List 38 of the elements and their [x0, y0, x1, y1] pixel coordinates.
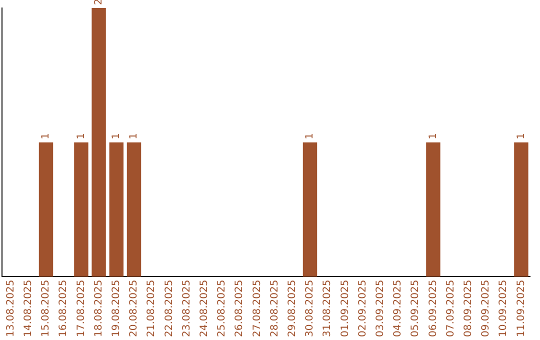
x-tick-label: 05.09.2025: [410, 280, 422, 338]
x-tick-label: 16.08.2025: [58, 280, 70, 338]
data-label: 1: [128, 132, 140, 140]
data-label: 1: [110, 132, 122, 140]
x-tick-label: 09.09.2025: [480, 280, 492, 338]
x-tick-label: 14.08.2025: [22, 280, 34, 338]
x-tick-label: 01.09.2025: [340, 280, 351, 338]
x-tick-label: 31.08.2025: [322, 280, 334, 338]
x-tick-label: 13.08.2025: [5, 280, 16, 338]
x-tick-label: 24.08.2025: [198, 280, 210, 338]
data-label: 1: [428, 132, 439, 140]
x-tick-label: 11.09.2025: [516, 280, 527, 338]
data-label: 1: [76, 132, 87, 140]
data-label: 2: [93, 0, 104, 5]
x-tick-label: 15.08.2025: [40, 280, 52, 338]
x-tick-label: 25.08.2025: [216, 280, 228, 338]
x-tick-label: 30.08.2025: [304, 280, 316, 338]
data-label: 1: [40, 132, 52, 140]
x-tick-label: 08.09.2025: [462, 280, 474, 338]
x-tick-label: 21.08.2025: [146, 280, 158, 338]
x-tick-label: 19.08.2025: [110, 280, 122, 338]
data-label: 1: [304, 132, 316, 140]
x-tick-label: 07.09.2025: [445, 280, 456, 338]
x-tick-label: 03.09.2025: [374, 280, 386, 338]
x-tick-label: 23.08.2025: [181, 280, 192, 338]
x-tick-label: 02.09.2025: [357, 280, 368, 338]
x-tick-label: 17.08.2025: [76, 280, 87, 338]
x-tick-label: 27.08.2025: [252, 280, 263, 338]
x-tick-label: 20.08.2025: [128, 280, 140, 338]
x-tick-label: 18.08.2025: [93, 280, 104, 338]
x-tick-label: 06.09.2025: [428, 280, 439, 338]
x-tick-label: 10.09.2025: [498, 280, 510, 338]
x-tick-label: 22.08.2025: [164, 280, 175, 338]
x-tick-label: 26.08.2025: [234, 280, 246, 338]
x-tick-label: 04.09.2025: [392, 280, 404, 338]
data-label: 1: [516, 132, 527, 140]
x-tick-label: 28.08.2025: [269, 280, 280, 338]
x-tick-label: 29.08.2025: [286, 280, 298, 338]
